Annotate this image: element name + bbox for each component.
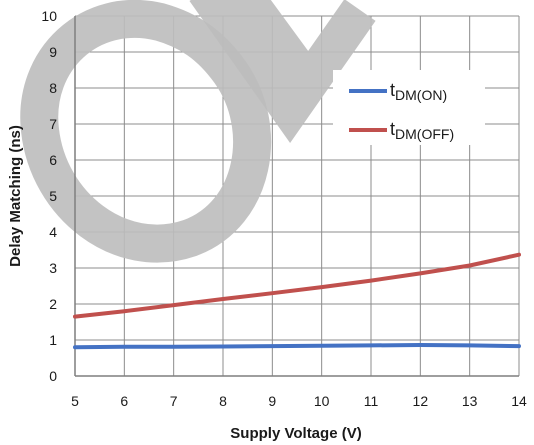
y-axis-title: Delay Matching (ns) <box>7 125 24 267</box>
chart-series <box>73 252 521 350</box>
y-tick-label: 8 <box>49 80 57 96</box>
x-tick-label: 12 <box>413 393 429 409</box>
x-tick-label: 11 <box>364 393 379 409</box>
y-tick-label: 1 <box>49 332 57 348</box>
x-tick-label: 7 <box>170 393 178 409</box>
y-tick-label: 5 <box>49 188 57 204</box>
x-tick-label: 5 <box>71 393 79 409</box>
y-tick-label: 3 <box>49 260 57 276</box>
y-tick-label: 2 <box>49 296 57 312</box>
x-tick-label: 9 <box>268 393 276 409</box>
chart-legend: tDM(ON) tDM(OFF) <box>333 70 485 145</box>
y-tick-label: 0 <box>49 368 57 384</box>
y-tick-label: 10 <box>41 8 57 24</box>
y-tick-label: 9 <box>49 44 57 60</box>
x-tick-label: 10 <box>314 393 330 409</box>
y-tick-label: 4 <box>49 224 57 240</box>
legend-label: tDM(ON) <box>390 80 447 103</box>
x-axis-title: Supply Voltage (V) <box>230 425 361 442</box>
x-tick-label: 8 <box>219 393 227 409</box>
series-line-1 <box>73 252 521 319</box>
x-tick-label: 14 <box>511 393 527 409</box>
x-tick-label: 6 <box>120 393 128 409</box>
legend-label: tDM(OFF) <box>390 119 454 142</box>
watermark-letter-b <box>189 0 376 144</box>
series-line-0 <box>73 343 521 350</box>
legend-box <box>333 70 485 145</box>
y-tick-label: 6 <box>49 152 57 168</box>
watermark-letter-o <box>20 0 272 263</box>
y-tick-label: 7 <box>49 116 57 132</box>
x-tick-label: 13 <box>462 393 478 409</box>
watermark <box>20 0 376 263</box>
